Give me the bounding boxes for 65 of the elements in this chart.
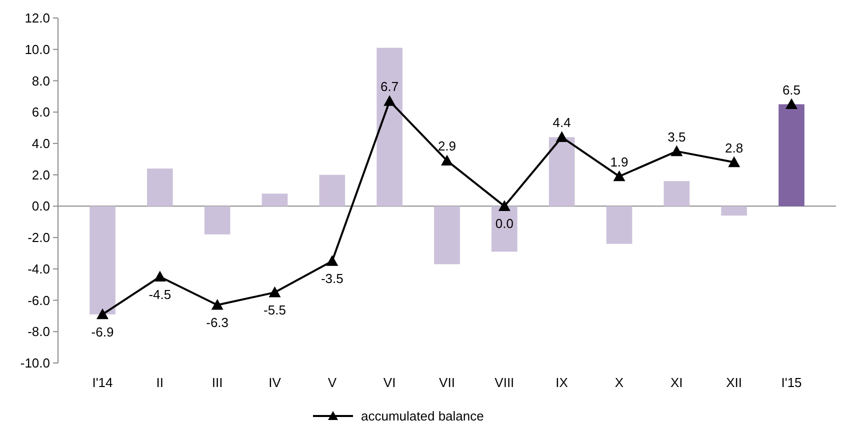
x-tick-label: XII — [726, 375, 742, 390]
x-tick-label: III — [212, 375, 223, 390]
data-label: -6.9 — [91, 324, 114, 340]
x-tick-label: VII — [439, 375, 455, 390]
bar — [492, 206, 518, 252]
y-tick-label: -6.0 — [28, 292, 50, 308]
y-tick-label: -4.0 — [28, 261, 50, 276]
bar — [778, 104, 804, 206]
data-label: 2.8 — [725, 140, 744, 156]
point — [498, 200, 510, 211]
point — [441, 154, 453, 166]
x-tick-label: XI — [670, 375, 683, 390]
point — [384, 95, 396, 106]
point — [613, 170, 626, 182]
bar — [721, 206, 748, 216]
bar — [146, 168, 173, 206]
x-tick-label: VI — [383, 375, 396, 390]
y-tick-label: -10.0 — [20, 356, 50, 371]
bar — [606, 206, 632, 244]
x-tick-label: IX — [556, 375, 568, 390]
y-tick-label: 8.0 — [32, 73, 50, 88]
y-tick-label: 0.0 — [32, 198, 50, 214]
data-label: -5.5 — [264, 302, 286, 318]
bar — [90, 206, 116, 314]
x-tick-label: I'15 — [781, 375, 802, 390]
point — [728, 156, 740, 168]
y-tick-label: 10.0 — [24, 42, 50, 57]
y-tick-label: -8.0 — [28, 324, 50, 340]
data-label: 1.9 — [610, 154, 628, 170]
y-tick-label: -2.0 — [28, 230, 50, 246]
bar — [548, 137, 575, 206]
bar — [262, 194, 288, 206]
data-label: 2.9 — [438, 138, 456, 154]
bar — [434, 206, 460, 264]
bar — [204, 206, 230, 234]
bar — [664, 181, 690, 206]
data-label: -4.5 — [148, 286, 172, 302]
point — [268, 286, 281, 298]
x-tick-label: X — [614, 375, 624, 390]
data-label: 6.5 — [782, 82, 801, 98]
data-label: 0.0 — [495, 216, 514, 232]
point — [786, 98, 798, 110]
bar — [376, 48, 402, 206]
point — [96, 308, 108, 320]
point — [556, 131, 568, 142]
x-tick-label: I'14 — [92, 375, 113, 390]
y-tick-label: 4.0 — [32, 136, 50, 152]
x-tick-label: II — [156, 375, 164, 390]
legend-label: accumulated balance — [361, 408, 484, 424]
point — [670, 145, 683, 156]
x-tick-label: VIII — [494, 375, 514, 390]
x-tick-label: IV — [268, 375, 282, 390]
bar — [319, 174, 346, 206]
point — [326, 255, 338, 266]
point — [211, 298, 224, 310]
data-label: -6.3 — [206, 314, 229, 330]
data-label: 3.5 — [668, 129, 686, 144]
y-tick-label: 12.0 — [24, 10, 50, 26]
data-label: -3.5 — [320, 271, 344, 286]
point — [154, 270, 166, 282]
y-tick-label: 2.0 — [32, 167, 50, 182]
x-tick-label: V — [328, 375, 337, 390]
data-label: 6.7 — [380, 79, 399, 94]
data-label: 4.4 — [552, 115, 571, 130]
y-tick-label: 6.0 — [32, 104, 50, 120]
